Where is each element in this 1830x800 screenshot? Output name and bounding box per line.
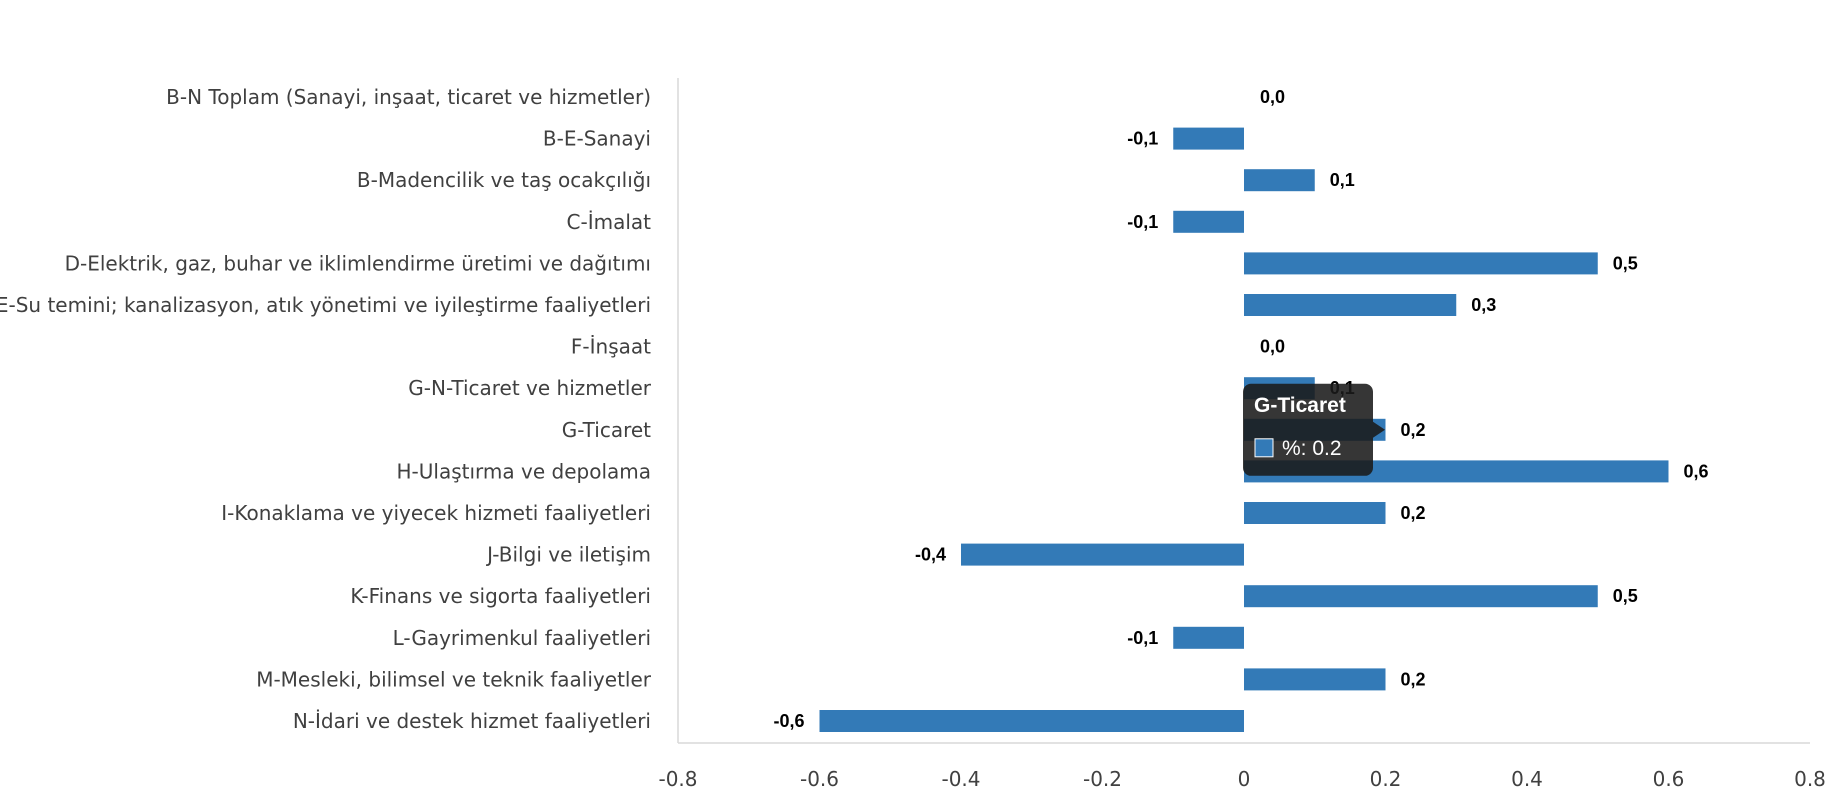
data-label: 0,1 <box>1330 170 1355 190</box>
tooltip-value: %: 0.2 <box>1282 437 1342 460</box>
category-label: M-Mesleki, bilimsel ve teknik faaliyetle… <box>256 667 652 691</box>
bar-c-imalat[interactable] <box>1173 210 1244 233</box>
bar-b-madencilik-ve-tas-ocakciligi[interactable] <box>1244 169 1315 192</box>
bar-k-finans-ve-sigorta-faaliyetleri[interactable] <box>1244 585 1598 608</box>
data-labels: 0,0-0,10,1-0,10,50,30,00,10,20,60,2-0,40… <box>773 87 1708 731</box>
data-label: -0,1 <box>1127 628 1158 648</box>
axis-layer <box>677 78 1810 744</box>
tooltip-pointer <box>1373 421 1385 438</box>
category-label: D-Elektrik, gaz, buhar ve iklimlendirme … <box>65 251 651 275</box>
data-label: 0,3 <box>1471 295 1496 315</box>
category-label: H-Ulaştırma ve depolama <box>397 459 651 483</box>
data-label: -0,1 <box>1127 212 1158 232</box>
x-tick-label: 0 <box>1238 767 1251 791</box>
tooltip-series-swatch <box>1254 438 1274 458</box>
category-label: B-N Toplam (Sanayi, inşaat, ticaret ve h… <box>166 85 651 109</box>
x-axis-tick-labels: -0.8 -0.6 -0.4 -0.2 0 0.2 0.4 0.6 0.8 <box>658 767 1825 791</box>
data-label: -0,1 <box>1127 129 1158 149</box>
category-label: F-İnşaat <box>571 335 651 359</box>
category-label: L-Gayrimenkul faaliyetleri <box>393 626 651 650</box>
category-label: C-İmalat <box>567 210 652 234</box>
category-label: I-Konaklama ve yiyecek hizmeti faaliyetl… <box>221 501 651 525</box>
x-tick-label: 0.4 <box>1511 767 1543 791</box>
bar-b-e-sanayi[interactable] <box>1173 127 1244 150</box>
data-label: 0,0 <box>1260 87 1285 107</box>
x-tick-label: 0.2 <box>1370 767 1402 791</box>
data-label: -0,4 <box>915 545 946 565</box>
data-label: 0,0 <box>1260 337 1285 357</box>
category-label: G-N-Ticaret ve hizmetler <box>408 376 651 400</box>
data-label: 0,5 <box>1613 253 1638 273</box>
x-tick-label: 0.6 <box>1653 767 1685 791</box>
x-tick-label: -0.8 <box>658 767 697 791</box>
category-label: E-Su temini; kanalizasyon, atık yönetimi… <box>0 293 651 317</box>
category-label: B-Madencilik ve taş ocakçılığı <box>357 168 651 192</box>
bar-i-konaklama-ve-yiyecek-hizmeti-faaliyetleri[interactable] <box>1244 502 1386 524</box>
data-label: 0,2 <box>1401 669 1426 689</box>
data-label: -0,6 <box>773 711 804 731</box>
bar-e-su-temini-kanalizasyon-atik-yonetimi-ve-iyilestirme-faaliyetleri[interactable] <box>1244 294 1457 316</box>
category-label: K-Finans ve sigorta faaliyetleri <box>350 584 651 608</box>
tooltip-box <box>1243 383 1373 476</box>
category-label: J-Bilgi ve iletişim <box>485 543 651 567</box>
category-label: G-Ticaret <box>562 418 651 442</box>
category-label: N-İdari ve destek hizmet faaliyetleri <box>293 709 651 733</box>
data-label: 0,5 <box>1613 586 1638 606</box>
data-label: 0,2 <box>1401 420 1426 440</box>
data-label: 0,2 <box>1401 503 1426 523</box>
x-tick-label: -0.2 <box>1083 767 1122 791</box>
bar-m-mesleki-bilimsel-ve-teknik-faaliyetler[interactable] <box>1244 668 1386 691</box>
bar-n-idari-ve-destek-hizmet-faaliyetleri[interactable] <box>819 710 1245 732</box>
category-label: B-E-Sanayi <box>543 127 651 151</box>
x-tick-label: -0.4 <box>941 767 980 791</box>
x-tick-label: -0.6 <box>800 767 839 791</box>
bar-j-bilgi-ve-iletisim[interactable] <box>961 543 1244 566</box>
x-tick-label: 0.8 <box>1794 767 1826 791</box>
tooltip: G-Ticaret %: 0.2 <box>1243 383 1385 476</box>
bar-d-elektrik-gaz-buhar-ve-iklimlendirme-uretimi-ve-dagitimi[interactable] <box>1244 252 1598 275</box>
tooltip-title: G-Ticaret <box>1254 394 1346 417</box>
data-label: 0,6 <box>1684 461 1709 481</box>
bar-l-gayrimenkul-faaliyetleri[interactable] <box>1173 626 1244 649</box>
category-labels: B-N Toplam (Sanayi, inşaat, ticaret ve h… <box>0 85 652 733</box>
